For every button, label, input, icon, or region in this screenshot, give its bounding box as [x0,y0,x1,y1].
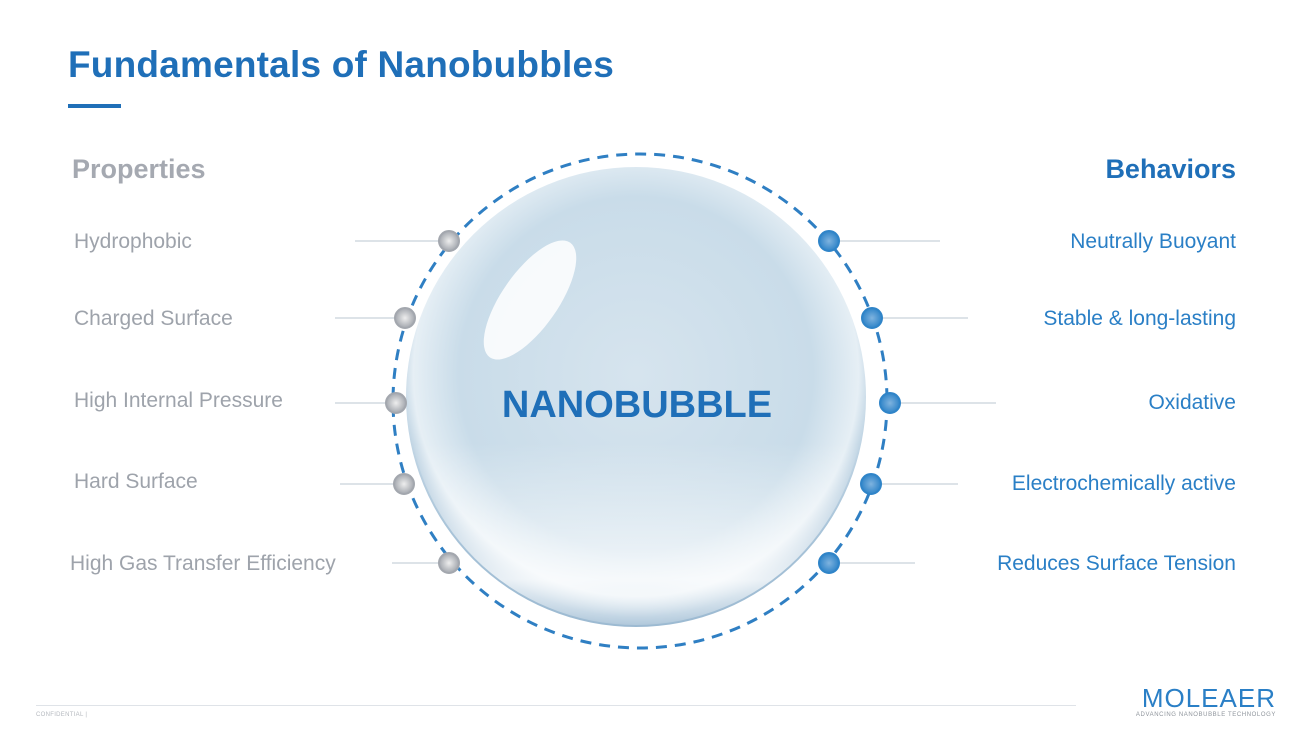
property-item: Hard Surface [74,470,198,493]
behavior-item: Reduces Surface Tension [997,552,1236,575]
slide-title: Fundamentals of Nanobubbles [68,44,615,85]
property-dot [385,392,407,414]
title-underline [68,104,121,108]
behavior-dot [818,230,840,252]
property-dot [438,552,460,574]
property-item: Hydrophobic [74,230,192,253]
moleaer-logo: MOLEAER Advancing Nanobubble Technology [1136,684,1276,718]
property-item: High Gas Transfer Efficiency [70,552,336,575]
properties-heading: Properties [72,154,206,184]
behavior-dot [861,307,883,329]
behavior-dot [879,392,901,414]
property-item: High Internal Pressure [74,389,283,412]
logo-tagline: Advancing Nanobubble Technology [1135,712,1276,718]
footer-confidential: CONFIDENTIAL | [36,712,88,718]
behavior-dot [860,473,882,495]
behavior-item: Stable & long-lasting [1043,307,1236,330]
bubble-highlight [483,240,577,360]
behavior-item: Electrochemically active [1011,472,1236,495]
behavior-item: Oxidative [1148,391,1236,414]
behavior-item: Neutrally Buoyant [1070,230,1236,253]
property-item: Charged Surface [74,307,233,330]
property-dot [438,230,460,252]
logo-wordmark: MOLEAER [1141,683,1276,713]
property-dot [394,307,416,329]
behaviors-heading: Behaviors [1105,154,1236,184]
property-dot [393,473,415,495]
footer-divider [36,705,1076,706]
behavior-dot [818,552,840,574]
center-label: NANOBUBBLE [502,384,772,426]
